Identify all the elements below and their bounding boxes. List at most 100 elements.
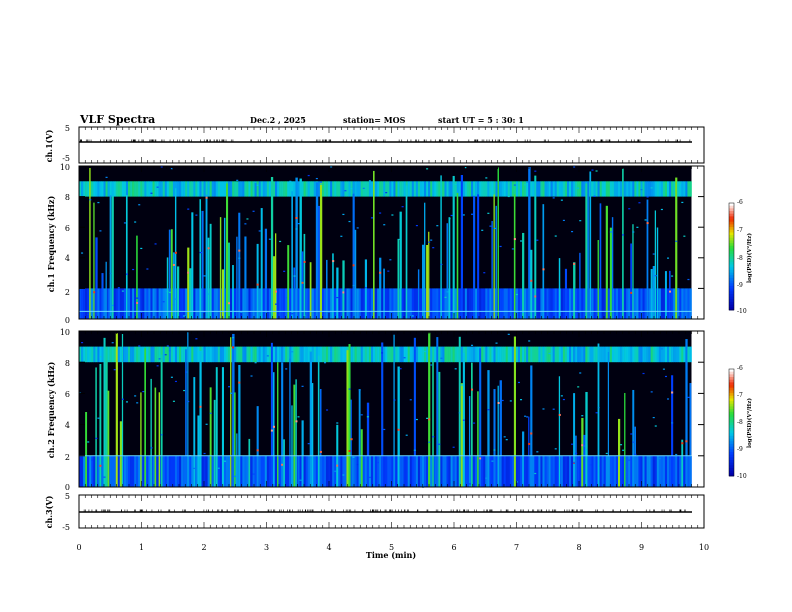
spectrogram-lowband-cell xyxy=(540,288,543,319)
spectrogram-band-cell xyxy=(413,181,417,197)
spectrogram-noise-speck xyxy=(183,315,186,317)
spectrogram-band-cell xyxy=(468,346,472,363)
spectrogram-lowband-cell xyxy=(375,288,378,319)
spectrogram-lowband-cell xyxy=(569,288,572,319)
spectrogram-lowband-cell xyxy=(673,455,676,487)
spectrogram-band-cell xyxy=(550,346,553,363)
spectrogram-burst-streak xyxy=(656,227,659,319)
colorbar-cell xyxy=(729,307,734,311)
spectrogram-noise-speck xyxy=(95,437,98,439)
spectrogram-burst-streak xyxy=(685,339,688,487)
spectrogram-burst-streak xyxy=(669,270,671,319)
spectrogram-band-cell xyxy=(246,181,249,197)
spectrogram-burst-streak xyxy=(597,343,600,487)
spectrogram-peak-speck xyxy=(199,405,202,408)
ch2-cb-tick-m10: -10 xyxy=(737,473,747,480)
spectrogram-band-cell xyxy=(134,181,137,197)
spectrogram-lowband-cell xyxy=(340,455,343,487)
spectrogram-lowband-cell xyxy=(687,455,690,487)
spectrogram-band-cell xyxy=(375,346,378,363)
spectrogram-lowband-cell xyxy=(266,455,270,487)
spectrogram-noise-speck xyxy=(295,228,298,230)
spectrogram-lowband-cell xyxy=(422,455,425,487)
spectrogram-band-cell xyxy=(132,181,135,197)
spectrogram-burst-streak xyxy=(111,196,114,319)
spectrogram-band-cell xyxy=(415,181,419,197)
spectrogram-noise-speck xyxy=(571,443,574,445)
spectrogram-noise-speck xyxy=(125,401,128,403)
spectrogram-band-cell xyxy=(256,346,259,363)
colorbar-cell xyxy=(729,248,734,252)
colorbar-cell xyxy=(729,227,734,231)
colorbar-cell xyxy=(729,441,734,445)
spectrogram-band-cell xyxy=(285,346,288,363)
colorbar-cell xyxy=(729,387,734,391)
spectrogram-band-cell xyxy=(109,346,112,363)
spectrogram-lowband-cell xyxy=(142,288,145,319)
spectrogram-lowband-cell xyxy=(564,455,568,487)
spectrogram-lowband-cell xyxy=(179,455,182,487)
spectrogram-noise-speck xyxy=(381,352,384,354)
spectrogram-lowband-cell xyxy=(593,288,596,319)
spectrogram-noise-speck xyxy=(687,396,690,398)
spectrogram-noise-speck xyxy=(183,389,186,392)
spectrogram-lowband-cell xyxy=(89,455,92,487)
spectrogram-band-cell xyxy=(125,346,129,363)
spectrogram-peak-speck xyxy=(99,464,102,467)
spectrogram-lowband-cell xyxy=(471,288,474,319)
spectrogram-lowband-cell xyxy=(385,455,388,487)
spectrogram-band-cell xyxy=(205,346,208,363)
spectrogram-lowband-cell xyxy=(613,455,617,487)
spectrogram-lowband-cell xyxy=(673,288,676,319)
colorbar-cell xyxy=(729,433,734,437)
colorbar-cell xyxy=(729,406,734,410)
spectrogram-noise-speck xyxy=(681,201,684,204)
spectrogram-band-cell xyxy=(287,181,290,197)
ch2-freq-tick-6: 6 xyxy=(65,390,70,399)
spectrogram-lowband-cell xyxy=(660,455,664,487)
spectrogram-burst-streak xyxy=(477,194,480,319)
spectrogram-lowband-cell xyxy=(468,288,472,319)
spectrogram-band-cell xyxy=(689,181,692,197)
spectrogram-band-cell xyxy=(252,346,255,363)
spectrogram-lowband-cell xyxy=(117,455,121,487)
spectrogram-band-cell xyxy=(511,346,515,363)
spectrogram-band-cell xyxy=(248,346,251,363)
spectrogram-band-cell xyxy=(232,181,235,197)
spectrogram-burst-streak xyxy=(119,421,123,487)
spectrogram-lowband-cell xyxy=(487,288,490,319)
spectrogram-band-cell xyxy=(368,181,372,197)
spectrogram-band-cell xyxy=(326,346,329,363)
spectrogram-noise-speck xyxy=(383,224,386,226)
spectrogram-lowband-cell xyxy=(166,455,170,487)
spectrogram-lowband-cell xyxy=(395,455,398,487)
spectrogram-noise-speck xyxy=(524,415,527,417)
spectrogram-lowband-cell xyxy=(554,288,558,319)
spectrogram-burst-streak xyxy=(197,415,200,487)
spectrogram-band-cell xyxy=(330,346,333,363)
spectrogram-noise-speck xyxy=(230,392,233,394)
spectrogram-lowband-cell xyxy=(123,288,127,319)
spectrogram-burst-streak xyxy=(293,384,296,487)
spectrogram-band-cell xyxy=(615,181,619,197)
colorbar-cell xyxy=(729,454,734,458)
spectrogram-noise-speck xyxy=(228,386,231,388)
spectrogram-lowband-cell xyxy=(189,455,192,487)
spectrogram-band-cell xyxy=(464,346,468,363)
spectrogram-burst-streak xyxy=(160,354,163,487)
spectrogram-band-cell xyxy=(628,181,631,197)
spectrogram-lowband-cell xyxy=(407,455,411,487)
spectrogram-band-cell xyxy=(575,346,578,363)
spectrogram-peak-speck xyxy=(348,450,351,453)
spectrogram-lowband-cell xyxy=(254,455,257,487)
spectrogram-band-cell xyxy=(99,346,102,363)
spectrogram-band-cell xyxy=(199,181,202,197)
spectrogram-burst-streak xyxy=(350,399,352,487)
spectrogram-band-cell xyxy=(356,181,360,197)
spectrogram-noise-speck xyxy=(440,263,443,266)
spectrogram-peak-speck xyxy=(479,457,482,460)
spectrogram-band-cell xyxy=(554,346,558,363)
colorbar-cell xyxy=(729,221,734,225)
spectrogram-band-cell xyxy=(626,346,629,363)
spectrogram-noise-speck xyxy=(142,390,145,393)
